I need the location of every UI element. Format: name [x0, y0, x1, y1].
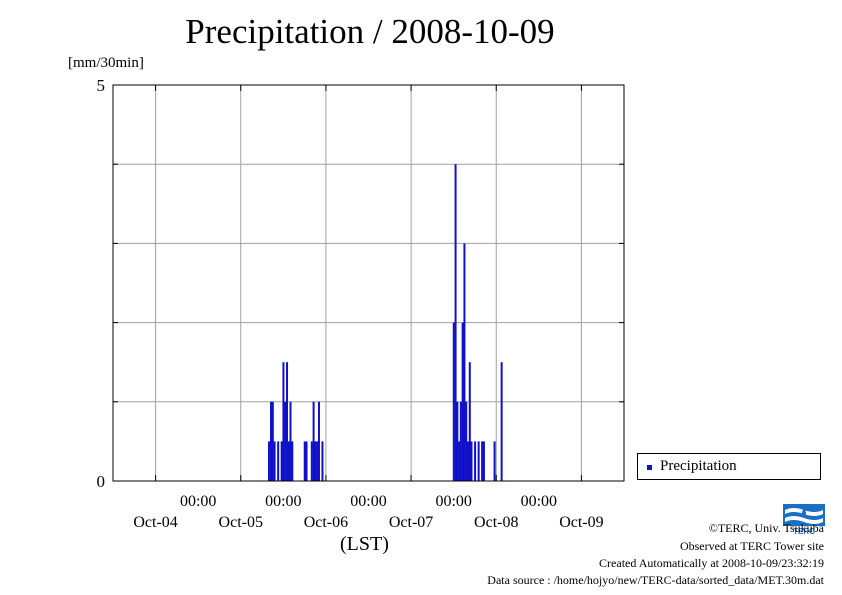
precipitation-bar: [289, 401, 292, 481]
x-axis-label: (LST): [340, 533, 389, 555]
legend: Precipitation: [637, 453, 821, 480]
legend-swatch: [647, 465, 652, 470]
precipitation-bar: [284, 401, 287, 481]
x-tick-date-label: Oct-07: [389, 514, 433, 531]
legend-label: Precipitation: [660, 458, 737, 474]
precipitation-bar: [282, 362, 285, 481]
precipitation-bar: [477, 441, 480, 481]
x-tick-date-label: Oct-05: [219, 514, 263, 531]
precipitation-bar: [303, 441, 306, 481]
logo-text: TERC: [793, 527, 815, 536]
x-tick-date-label: Oct-04: [133, 514, 177, 531]
precipitation-bar: [316, 441, 319, 481]
precipitation-bar: [287, 441, 290, 481]
x-tick-time-label: 00:00: [350, 493, 386, 510]
x-tick-date-label: Oct-09: [559, 514, 603, 531]
x-tick-time-label: 00:00: [180, 493, 216, 510]
precipitation-bar: [270, 401, 273, 481]
precipitation-bar: [286, 362, 289, 481]
plot-frame: [112, 84, 625, 482]
precipitation-bar: [452, 322, 455, 481]
precipitation-bar: [458, 441, 461, 481]
x-tick-time-label: 00:00: [265, 493, 301, 510]
footer-copyright: ©TERC, Univ. Tsukuba: [708, 521, 824, 535]
precipitation-bar: [291, 441, 294, 481]
x-tick-date-label: Oct-08: [474, 514, 518, 531]
precipitation-bar: [459, 401, 462, 481]
precipitation-bar: [271, 401, 274, 481]
footer-created: Created Automatically at 2008-10-09/23:3…: [599, 556, 824, 570]
precipitation-bar: [467, 441, 470, 481]
precipitation-bar: [474, 441, 477, 481]
precipitation-bar: [280, 441, 283, 481]
precipitation-bar: [463, 243, 466, 481]
precipitation-bar: [481, 441, 484, 481]
x-tick-time-label: 00:00: [435, 493, 471, 510]
precipitation-bar: [465, 401, 468, 481]
precipitation-bar: [267, 441, 270, 481]
precipitation-bar: [468, 362, 471, 481]
y-tick-label: 5: [97, 76, 106, 95]
precipitation-bar: [500, 362, 503, 481]
precipitation-bar: [321, 441, 324, 481]
footer-site: Observed at TERC Tower site: [679, 539, 824, 553]
precipitation-bar: [277, 441, 280, 481]
chart-title: Precipitation / 2008-10-09: [185, 12, 555, 51]
precipitation-bar: [273, 441, 276, 481]
terc-logo-icon: TERC: [783, 504, 825, 536]
precipitation-bar: [454, 164, 457, 481]
x-tick-date-label: Oct-06: [304, 514, 348, 531]
precipitation-bar: [456, 401, 459, 481]
precipitation-bar: [310, 441, 313, 481]
precipitation-bar: [314, 441, 317, 481]
precipitation-bar: [461, 322, 464, 481]
x-tick-time-label: 00:00: [521, 493, 557, 510]
precipitation-bar: [317, 401, 320, 481]
precipitation-bar: [493, 441, 496, 481]
precipitation-bar: [470, 441, 473, 481]
footer-source: Data source : /home/hojyo/new/TERC-data/…: [487, 573, 824, 587]
precipitation-bar: [312, 401, 315, 481]
y-tick-label: 0: [97, 472, 106, 491]
precipitation-bar: [305, 441, 308, 481]
y-axis-label: [mm/30min]: [68, 55, 144, 71]
precipitation-bar: [482, 441, 485, 481]
